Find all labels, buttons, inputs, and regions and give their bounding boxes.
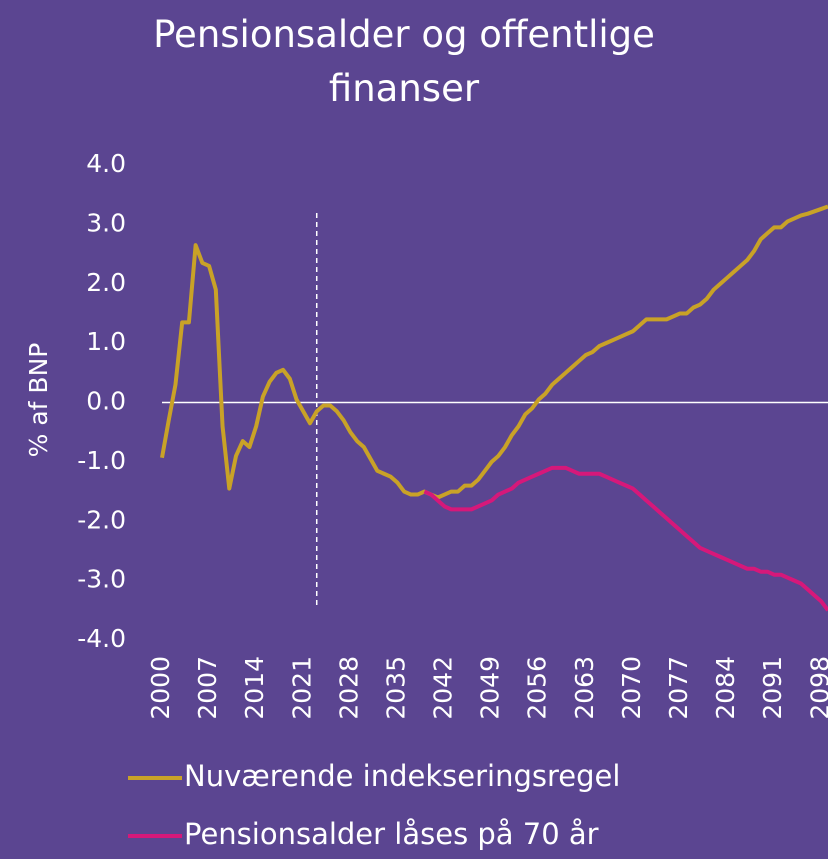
- x-tick-label: 2042: [429, 656, 458, 720]
- data-line: [423, 465, 828, 612]
- x-tick-label: 2035: [381, 656, 410, 720]
- x-tick-label: 2028: [334, 656, 363, 720]
- x-tick-label: 2056: [523, 656, 552, 720]
- y-tick-label: 3.0: [86, 208, 126, 237]
- x-tick-label: 2077: [664, 656, 693, 720]
- x-tick-label: 2014: [240, 656, 269, 720]
- x-tick-label: 2021: [287, 656, 316, 720]
- x-tick-label: 2070: [617, 656, 646, 720]
- y-axis-label: % af BNP: [24, 343, 53, 458]
- x-tick-label: 2049: [476, 656, 505, 720]
- x-tick-label: 2007: [193, 656, 222, 720]
- x-tick-label: 2098: [805, 656, 828, 720]
- data-line: [160, 204, 828, 500]
- y-tick-label: -2.0: [77, 505, 126, 534]
- x-tick-label: 2063: [570, 656, 599, 720]
- y-tick-label: -4.0: [77, 624, 126, 653]
- legend-label: Pensionsalder låses på 70 år: [184, 817, 599, 851]
- y-tick-label: 0.0: [86, 387, 126, 416]
- y-tick-label: -3.0: [77, 565, 126, 594]
- y-tick-label: -1.0: [77, 446, 126, 475]
- chart-title: Pensionsalder og offentlige finanser: [153, 13, 655, 110]
- legend-label: Nuværende indekseringsregel: [184, 759, 620, 793]
- y-tick-label: 2.0: [86, 268, 126, 297]
- y-tick-label: 1.0: [86, 327, 126, 356]
- y-tick-label: 4.0: [86, 149, 126, 178]
- x-tick-label: 2000: [146, 656, 175, 720]
- x-tick-label: 2091: [758, 656, 787, 720]
- x-tick-label: 2084: [711, 656, 740, 720]
